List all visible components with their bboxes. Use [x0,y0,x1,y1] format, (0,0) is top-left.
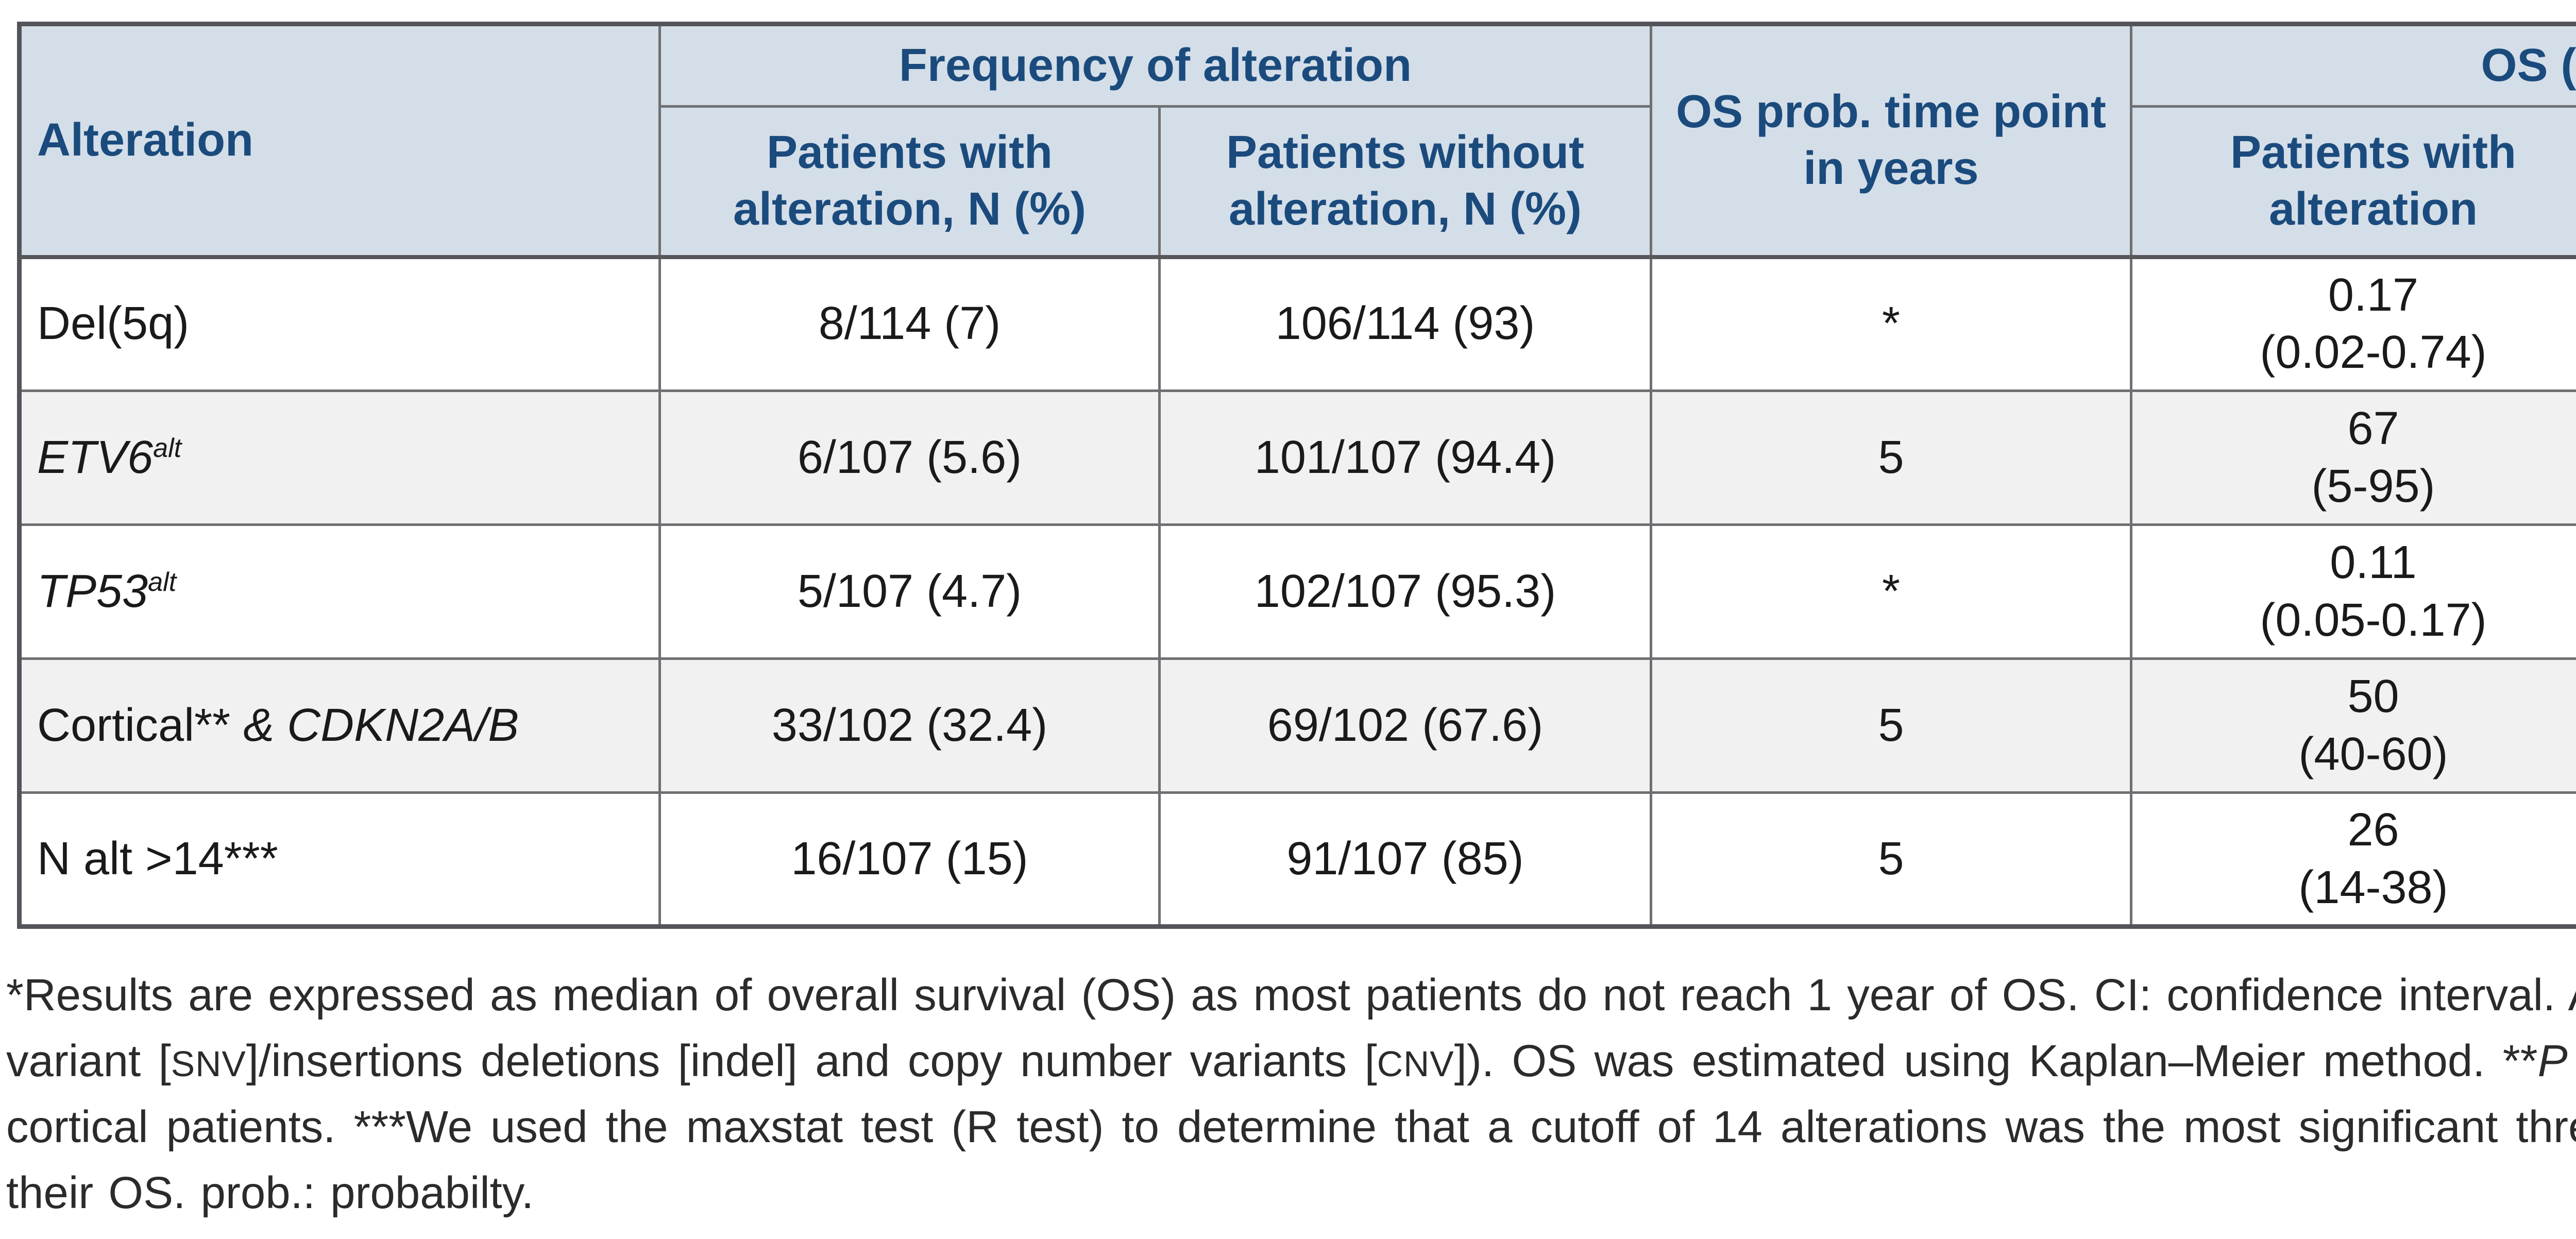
cell-os-with: 67 (5-95) [2130,389,2576,526]
footnote-segment-p: P [2537,1036,2568,1086]
cell-os-with: 0.17 (0.02-0.74) [2130,256,2576,392]
os-value: 0.11 [2330,536,2417,588]
table-row-n-alt: N alt >14*** 16/107 (15) 91/107 (85) 5 2… [18,791,2576,928]
col-header-os-with: Patients with alteration [2130,105,2576,258]
cell-time-point: 5 [1650,657,2132,794]
alteration-name-italic: TP53 [37,565,148,617]
table-row-tp53: TP53alt 5/107 (4.7) 102/107 (95.3) * 0.1… [18,523,2576,660]
alteration-name-italic: & CDKN2A/B [243,699,519,751]
alteration-name-sup: alt [148,567,177,597]
cell-os-with: 0.11 (0.05-0.17) [2130,523,2576,660]
col-group-os-ci: OS (95% CI) [2130,23,2576,108]
os-ci: (0.02-0.74) [2260,327,2487,379]
alteration-name-text: Del(5q) [37,298,190,350]
cell-alteration-name: ETV6alt [18,389,661,526]
cell-alteration-name: N alt >14*** [18,791,661,928]
cell-freq-with: 5/107 (4.7) [658,523,1161,660]
cell-alteration-name: Del(5q) [18,256,661,392]
os-ci: (5-95) [2311,460,2435,512]
cell-time-point: 5 [1650,791,2132,928]
table-row-cortical-cdkn2ab: Cortical** & CDKN2A/B 33/102 (32.4) 69/1… [18,657,2576,794]
alteration-name-text: Cortical** [37,699,244,751]
footnote-segment: no-cortical patients. ***We used the max… [6,1101,2576,1218]
table-row-del5q: Del(5q) 8/114 (7) 106/114 (93) * 0.17 (0… [18,256,2576,392]
cell-alteration-name: Cortical** & CDKN2A/B [18,657,661,794]
footnote-segment: ]/insertions deletions [indel] and copy … [246,1036,1377,1086]
os-value: 26 [2347,804,2399,856]
cell-freq-without: 101/107 (94.4) [1158,389,1652,526]
alteration-name-sup: alt [153,433,182,463]
header-group-row: Alteration Frequency of alteration OS pr… [18,23,2576,258]
col-header-os-time-point: OS prob. time point in years [1650,23,2132,258]
os-ci: (0.05-0.17) [2260,594,2487,646]
alteration-name-text: N alt >14*** [37,833,278,885]
os-ci: (40-60) [2298,728,2448,780]
table-row-etv6: ETV6alt 6/107 (5.6) 101/107 (94.4) 5 67 … [18,389,2576,526]
cell-freq-without: 91/107 (85) [1158,791,1652,928]
alteration-name-italic: ETV6 [37,431,154,483]
footnote-segment: ]). OS was estimated using Kaplan–Meier … [1454,1036,2538,1086]
os-ci: (14-38) [2298,861,2448,913]
cell-time-point: * [1650,256,2132,392]
col-header-freq-with: Patients with alteration, N (%) [658,105,1161,258]
cell-freq-with: 33/102 (32.4) [658,657,1161,794]
cell-alteration-name: TP53alt [18,523,661,660]
header-sub-row: Patients with alteration, N (%) Patients… [20,105,2576,258]
cell-os-with: 26 (14-38) [2130,791,2576,928]
cell-time-point: 5 [1650,389,2132,526]
col-header-alteration: Alteration [18,23,661,258]
col-group-frequency: Frequency of alteration [658,23,1652,108]
os-value: 50 [2347,670,2399,722]
footnote-segment-snv: SNV [171,1043,246,1084]
os-value: 0.17 [2328,269,2419,321]
cell-freq-with: 8/114 (7) [658,256,1161,392]
footnote-segment: *Results are expressed as median of over… [6,970,2576,1086]
footnote-segment-cnv: CNV [1377,1043,1454,1084]
alterations-table: Alteration Frequency of alteration OS pr… [17,22,2576,929]
cell-time-point: * [1650,523,2132,660]
cell-freq-without: 106/114 (93) [1158,256,1652,392]
footnote-segment: value =0.189 for OS of cortical [2568,1036,2576,1086]
cell-freq-with: 16/107 (15) [658,791,1161,928]
cell-freq-with: 6/107 (5.6) [658,389,1161,526]
cell-freq-without: 69/102 (67.6) [1158,657,1652,794]
footnote-text: *Results are expressed as median of over… [6,962,2576,1226]
cell-os-with: 50 (40-60) [2130,657,2576,794]
cell-freq-without: 102/107 (95.3) [1158,523,1652,660]
os-value: 67 [2347,402,2399,454]
col-header-freq-without: Patients without alteration, N (%) [1158,105,1652,258]
